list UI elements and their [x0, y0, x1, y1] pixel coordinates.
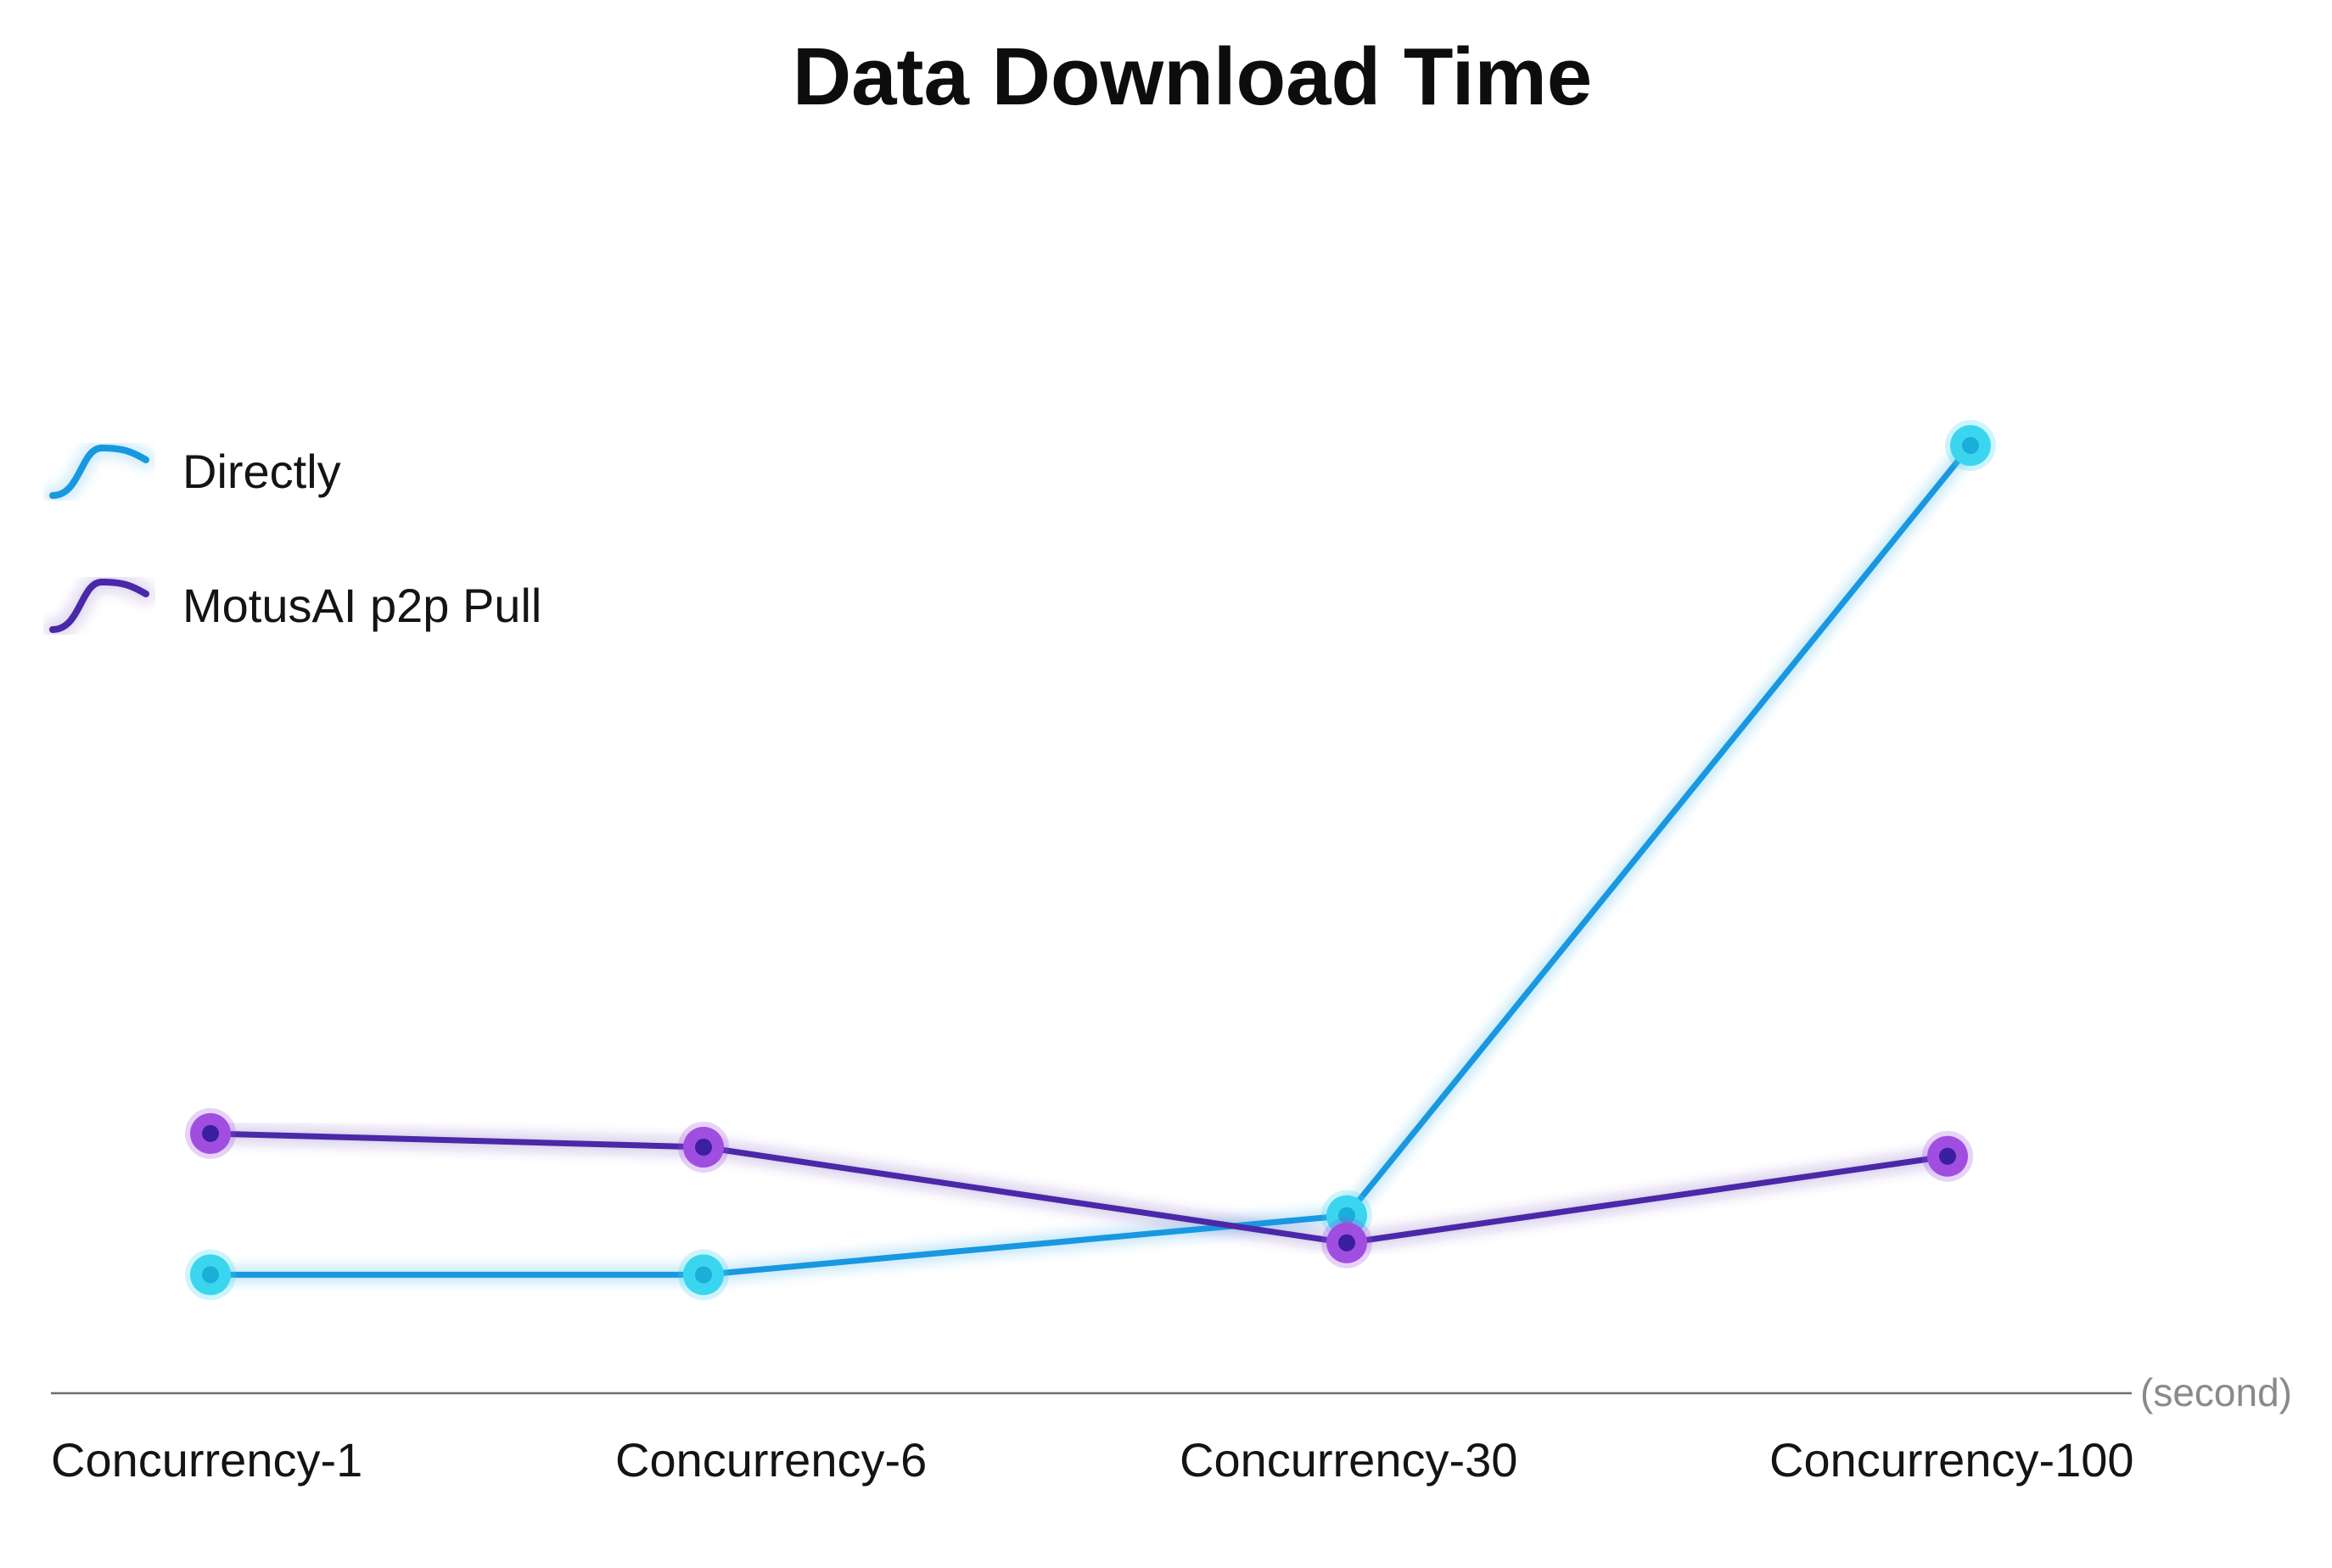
data-point-directly-2	[678, 1249, 729, 1301]
chart-title: Data Download Time	[793, 31, 1592, 122]
x-tick-label-1: Concurrency-1	[51, 1433, 362, 1487]
series-lines-layer	[207, 442, 1974, 1278]
data-point-motusai-p2p-pull-3	[1321, 1217, 1372, 1268]
data-point-directly-4	[1945, 420, 1996, 472]
series-glow-motusai-p2p-pull	[202, 1124, 1956, 1252]
x-tick-label-2: Concurrency-6	[615, 1433, 927, 1487]
data-point-motusai-p2p-pull-1	[185, 1107, 236, 1159]
series-line-motusai-p2p-pull	[207, 1130, 1951, 1246]
series-markers-layer	[185, 420, 1996, 1301]
legend-label-motusai-p2p-pull: MotusAI p2p Pull	[182, 579, 541, 632]
series-glow-directly	[202, 437, 1979, 1284]
legend-item-motusai-p2p-pull: MotusAI p2p Pull	[43, 572, 541, 639]
x-axis-tick-labels: Concurrency-1 Concurrency-6 Concurrency-30…	[51, 1433, 2134, 1487]
legend-label-directly: Directly	[182, 445, 341, 498]
unit-label: (second)	[2140, 1370, 2292, 1414]
data-point-motusai-p2p-pull-4	[1922, 1130, 1973, 1182]
legend-swatch-directly	[49, 444, 149, 499]
legend-swatch-motusai-p2p-pull	[49, 578, 149, 633]
data-point-motusai-p2p-pull-2	[678, 1122, 729, 1173]
data-point-directly-1	[185, 1249, 236, 1301]
series-glow-layer	[202, 437, 1979, 1284]
x-tick-label-3: Concurrency-30	[1180, 1433, 1517, 1487]
legend-item-directly: Directly	[43, 438, 341, 505]
series-line-directly	[207, 442, 1974, 1278]
x-tick-label-4: Concurrency-100	[1769, 1433, 2134, 1487]
legend: Directly MotusAI p2p Pull	[43, 438, 541, 639]
